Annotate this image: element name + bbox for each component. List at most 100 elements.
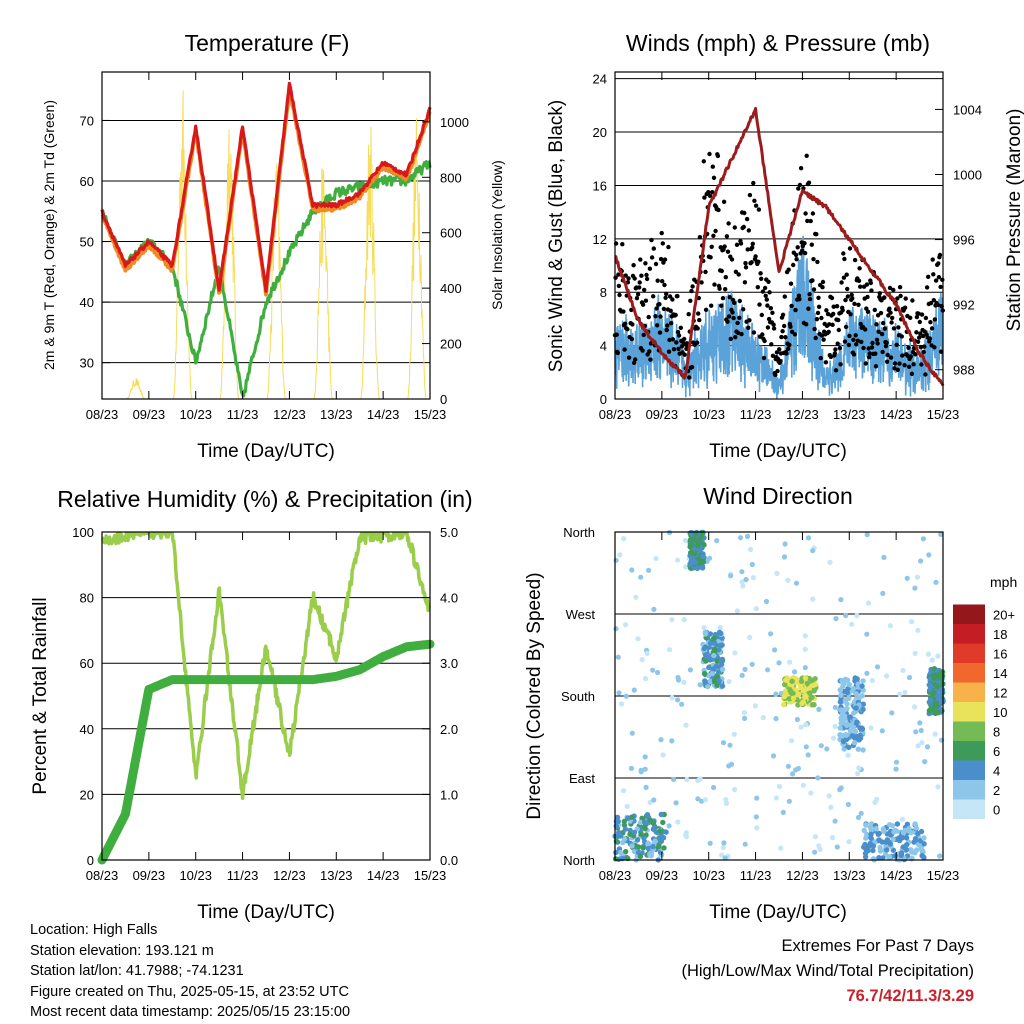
direction-point xyxy=(778,845,784,851)
direction-point xyxy=(871,856,877,862)
winds-x-tick-label: 14/23 xyxy=(880,407,913,422)
gust-point xyxy=(753,203,759,208)
gust-point xyxy=(898,293,903,299)
gust-point xyxy=(784,351,789,356)
direction-point xyxy=(924,744,931,750)
temperature-title: Temperature (F) xyxy=(185,30,350,56)
gust-point xyxy=(897,285,903,290)
gust-point xyxy=(638,257,643,262)
gust-point xyxy=(625,327,630,332)
gust-point xyxy=(815,310,821,316)
gust-point xyxy=(649,255,655,260)
direction-point xyxy=(931,689,937,696)
gust-point xyxy=(863,361,868,366)
gust-point xyxy=(897,361,902,366)
gust-point xyxy=(842,339,848,344)
gust-point xyxy=(751,180,756,186)
temperature-x-tick-label: 09/23 xyxy=(133,407,166,422)
direction-point xyxy=(720,740,727,746)
direction-point xyxy=(877,848,884,854)
gust-point xyxy=(634,296,640,301)
direction-point xyxy=(912,821,918,827)
gust-point xyxy=(644,276,650,282)
station-elevation: Station elevation: 193.121 m xyxy=(30,942,214,959)
gust-point xyxy=(823,360,829,365)
direction-point xyxy=(658,737,664,743)
direction-point xyxy=(838,785,844,791)
direction-point xyxy=(681,679,687,685)
direction-point xyxy=(739,672,745,679)
gust-point xyxy=(798,166,804,171)
direction-point xyxy=(803,744,809,750)
direction-x-tick-label: 13/23 xyxy=(833,868,866,883)
gust-point xyxy=(750,241,755,246)
gust-point xyxy=(932,317,938,322)
direction-point xyxy=(714,682,720,688)
direction-point xyxy=(624,803,630,810)
gust-point xyxy=(639,273,644,278)
gust-point xyxy=(918,331,923,336)
winds-y2-tick-label: 1000 xyxy=(953,167,982,182)
winds-y2-tick-label: 996 xyxy=(953,233,975,248)
gust-point xyxy=(658,314,663,319)
direction-point xyxy=(639,657,645,663)
direction-point xyxy=(646,567,652,574)
direction-point xyxy=(739,579,745,585)
gust-point xyxy=(826,329,831,335)
direction-point xyxy=(717,624,723,631)
direction-point xyxy=(738,535,744,541)
direction-point xyxy=(754,795,760,801)
humidity-y-tick-label: 100 xyxy=(72,525,94,540)
direction-point xyxy=(926,708,933,714)
direction-point xyxy=(651,797,657,803)
winds-x-tick-label: 10/23 xyxy=(692,407,725,422)
gust-point xyxy=(807,297,813,302)
legend-label: 8 xyxy=(993,724,1000,739)
direction-point xyxy=(919,740,925,746)
gust-point xyxy=(864,282,870,287)
direction-point xyxy=(701,645,707,652)
direction-point xyxy=(770,753,777,759)
gust-point xyxy=(839,280,844,285)
gust-point xyxy=(833,368,839,373)
direction-point xyxy=(914,847,920,853)
direction-point xyxy=(621,836,628,842)
direction-point xyxy=(832,723,838,730)
direction-point xyxy=(838,597,844,603)
direction-point xyxy=(660,752,666,758)
gust-point xyxy=(615,350,620,356)
figure-created: Figure created on Thu, 2025-05-15, at 23… xyxy=(30,983,349,1000)
gust-point xyxy=(923,372,928,377)
direction-point xyxy=(619,701,625,707)
legend-label: 6 xyxy=(993,744,1000,759)
gust-point xyxy=(716,207,721,213)
gust-point xyxy=(806,180,812,185)
direction-point xyxy=(622,826,629,832)
direction-point xyxy=(711,635,717,642)
direction-point xyxy=(893,766,899,772)
gust-point xyxy=(743,265,749,270)
gust-point xyxy=(651,294,656,299)
direction-point xyxy=(845,801,852,808)
direction-point xyxy=(711,666,717,672)
gust-point xyxy=(911,362,916,367)
gust-point xyxy=(626,355,632,360)
gust-point xyxy=(861,345,866,351)
gust-point xyxy=(771,326,777,331)
direction-point xyxy=(697,682,703,688)
gust-point xyxy=(697,317,702,323)
total-precipitation-line xyxy=(97,639,435,865)
gust-point xyxy=(713,228,718,234)
temperature-y2-tick-label: 600 xyxy=(440,226,462,241)
direction-point xyxy=(913,729,919,735)
direction-point xyxy=(792,669,798,675)
direction-point xyxy=(890,836,896,843)
gust-point xyxy=(617,292,622,298)
gust-point xyxy=(657,302,662,307)
gust-point xyxy=(873,351,878,356)
direction-point xyxy=(844,722,850,729)
gust-point xyxy=(930,257,935,262)
gust-point xyxy=(936,275,942,280)
gust-point xyxy=(797,297,802,302)
direction-point xyxy=(859,726,866,732)
